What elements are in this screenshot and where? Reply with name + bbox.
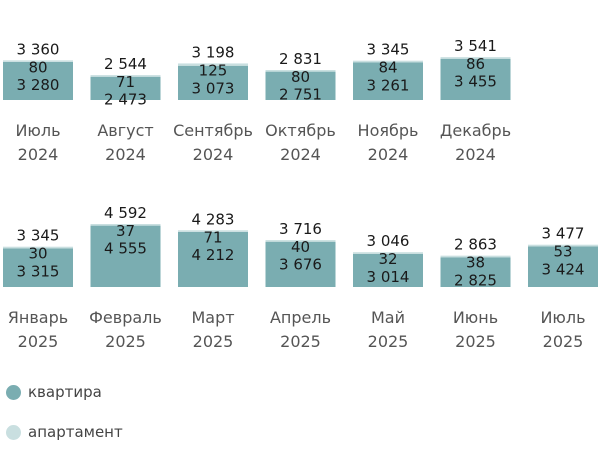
legend-label-kvartira: квартира — [28, 383, 102, 401]
apartament-label-0: 80 — [28, 58, 47, 76]
kvartira-label-0: 3 280 — [17, 76, 60, 94]
bar-apartament-10 — [353, 252, 423, 254]
tick-year-6: 2025 — [18, 332, 59, 351]
tick-month-9: Апрель — [270, 308, 331, 327]
total-label-8: 4 283 — [192, 210, 235, 228]
bar-apartament-3 — [265, 70, 336, 72]
tick-year-12: 2025 — [543, 332, 584, 351]
tick-month-5: Декабрь — [440, 121, 511, 140]
bar-kvartira-12 — [528, 246, 598, 287]
apartament-label-12: 53 — [553, 243, 572, 261]
total-label-12: 3 477 — [542, 225, 585, 243]
bar-apartament-9 — [265, 240, 336, 242]
kvartira-label-12: 3 424 — [542, 260, 585, 278]
tick-year-11: 2025 — [455, 332, 496, 351]
tick-year-9: 2025 — [280, 332, 321, 351]
apartament-label-2: 125 — [199, 61, 228, 79]
legend-label-apartament: апартамент — [28, 423, 123, 441]
bar-apartament-11 — [440, 255, 511, 258]
tick-year-8: 2025 — [193, 332, 234, 351]
tick-month-10: Май — [371, 308, 405, 327]
legend-item-kvartira: квартира — [6, 372, 123, 412]
tick-month-8: Март — [191, 308, 234, 327]
kvartira-label-6: 3 315 — [17, 262, 60, 280]
total-label-1: 2 544 — [104, 55, 147, 73]
bar-apartament-1 — [90, 75, 161, 77]
apartament-label-4: 84 — [378, 59, 397, 77]
bar-kvartira-10 — [353, 253, 423, 287]
kvartira-label-11: 2 825 — [454, 271, 497, 289]
apartament-label-3: 80 — [291, 68, 310, 86]
bar-kvartira-4 — [353, 62, 423, 100]
chart-legend: квартира апартамент — [6, 372, 123, 452]
tick-year-0: 2024 — [18, 145, 59, 164]
bar-apartament-12 — [528, 244, 598, 247]
bar-apartament-2 — [178, 63, 248, 66]
tick-month-3: Октябрь — [265, 121, 336, 140]
bar-kvartira-9 — [265, 241, 336, 287]
apartament-label-1: 71 — [116, 73, 135, 91]
kvartira-label-3: 2 751 — [279, 86, 322, 104]
total-label-4: 3 345 — [367, 41, 410, 59]
apartament-label-5: 86 — [466, 55, 485, 73]
tick-month-12: Июль — [540, 308, 585, 327]
kvartira-label-7: 4 555 — [104, 240, 147, 258]
tick-month-6: Январь — [8, 308, 68, 327]
kvartira-label-10: 3 014 — [367, 268, 410, 286]
total-label-0: 3 360 — [17, 40, 60, 58]
apartament-label-7: 37 — [116, 222, 135, 240]
total-label-2: 3 198 — [192, 43, 235, 61]
bar-kvartira-1 — [90, 76, 161, 100]
bar-kvartira-7 — [90, 225, 161, 287]
tick-year-3: 2024 — [280, 145, 321, 164]
bar-apartament-0 — [3, 60, 73, 62]
legend-swatch-kvartira — [6, 384, 21, 400]
bar-apartament-7 — [90, 224, 161, 226]
total-label-5: 3 541 — [454, 37, 497, 55]
kvartira-label-4: 3 261 — [367, 76, 410, 94]
kvartira-label-1: 2 473 — [104, 91, 147, 109]
bar-kvartira-0 — [3, 61, 73, 100]
total-label-3: 2 831 — [279, 50, 322, 68]
apartament-label-6: 30 — [28, 245, 47, 263]
tick-month-7: Февраль — [89, 308, 162, 327]
tick-year-7: 2025 — [105, 332, 146, 351]
legend-item-apartament: апартамент — [6, 412, 123, 452]
tick-year-10: 2025 — [368, 332, 409, 351]
total-label-11: 2 863 — [454, 236, 497, 254]
bar-kvartira-3 — [265, 71, 336, 100]
bar-apartament-5 — [440, 57, 511, 59]
apartament-label-9: 40 — [291, 238, 310, 256]
kvartira-label-9: 3 676 — [279, 256, 322, 274]
bar-kvartira-8 — [178, 231, 248, 287]
tick-year-4: 2024 — [368, 145, 409, 164]
total-label-10: 3 046 — [367, 232, 410, 250]
tick-month-0: Июль — [15, 121, 60, 140]
apartament-label-10: 32 — [378, 250, 397, 268]
bar-apartament-6 — [3, 246, 73, 249]
bar-kvartira-11 — [440, 257, 511, 287]
tick-year-5: 2024 — [455, 145, 496, 164]
kvartira-label-8: 4 212 — [192, 246, 235, 264]
tick-month-2: Сентябрь — [173, 121, 253, 140]
tick-month-11: Июнь — [453, 308, 498, 327]
bar-apartament-8 — [178, 230, 248, 232]
kvartira-label-2: 3 073 — [192, 80, 235, 98]
tick-year-1: 2024 — [105, 145, 146, 164]
apartament-label-11: 38 — [466, 254, 485, 272]
kvartira-label-5: 3 455 — [454, 73, 497, 91]
bar-apartament-4 — [353, 60, 423, 63]
total-label-9: 3 716 — [279, 220, 322, 238]
bar-kvartira-5 — [440, 58, 511, 100]
total-label-6: 3 345 — [17, 227, 60, 245]
bar-kvartira-6 — [3, 248, 73, 287]
total-label-7: 4 592 — [104, 204, 147, 222]
apartament-label-8: 71 — [203, 228, 222, 246]
legend-swatch-apartament — [6, 424, 21, 440]
tick-month-4: Ноябрь — [358, 121, 419, 140]
tick-month-1: Август — [97, 121, 153, 140]
bar-kvartira-2 — [178, 65, 248, 100]
tick-year-2: 2024 — [193, 145, 234, 164]
